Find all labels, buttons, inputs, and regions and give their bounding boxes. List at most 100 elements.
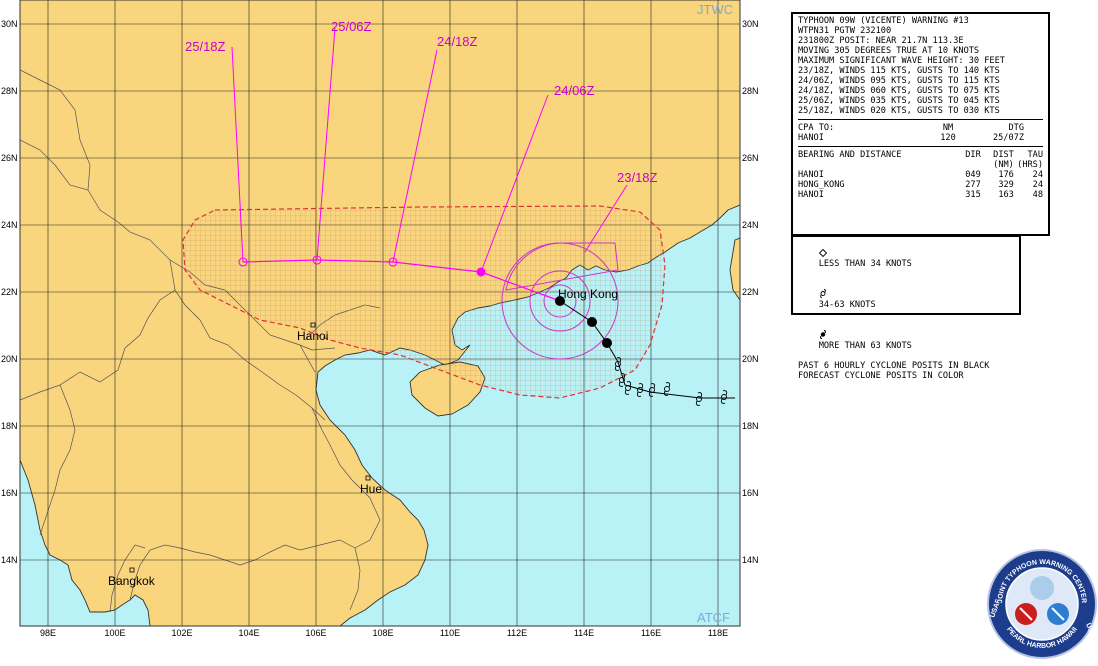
bearing-dist: 163 bbox=[998, 190, 1014, 200]
forecast-point-24-06z bbox=[476, 267, 486, 277]
lat-label: 26N bbox=[1, 153, 18, 163]
city-markers bbox=[129, 322, 371, 573]
bearing-row: HANOI 049 176 24 bbox=[798, 170, 1043, 180]
bearing-row: HONG_KONG 277 329 24 bbox=[798, 180, 1043, 190]
label-leader bbox=[480, 94, 549, 273]
lat-label: 24N bbox=[1, 220, 18, 230]
lat-label: 18N bbox=[742, 421, 759, 431]
legend-panel: LESS THAN 34 KNOTS 34-63 KNOTS MORE THAN… bbox=[791, 235, 1021, 381]
forecast-time-25-18z: 25/18Z bbox=[185, 39, 226, 54]
bearing-dist: 329 bbox=[998, 180, 1014, 190]
past-point bbox=[649, 387, 655, 393]
bearing-dir: 049 bbox=[965, 170, 981, 180]
forecast-time-23-18z: 23/18Z bbox=[617, 170, 658, 185]
forecast-time-25-06z: 25/06Z bbox=[331, 19, 372, 34]
taiwan-coast bbox=[729, 237, 740, 301]
lat-label: 14N bbox=[742, 555, 759, 565]
map-frame bbox=[19, 0, 741, 627]
cyclone-symbol bbox=[720, 390, 728, 404]
forecast-track bbox=[231, 27, 628, 302]
legend-text: 34-63 KNOTS bbox=[818, 300, 876, 310]
latitude-labels-left: 30N 28N 26N 24N 22N 20N 18N 16N 14N bbox=[1, 19, 18, 565]
legend-text: LESS THAN 34 KNOTS bbox=[818, 259, 912, 269]
legend-text: MORE THAN 63 KNOTS bbox=[818, 341, 912, 351]
bearing-col-dir: DIR bbox=[965, 150, 981, 160]
cpa-dtg: 25/07Z bbox=[992, 133, 1024, 143]
bearing-tau: 24 bbox=[1032, 170, 1044, 180]
label-leader bbox=[392, 49, 438, 263]
legend-item: 34-63 KNOTS bbox=[798, 279, 1014, 320]
forecast-time-24-18z: 24/18Z bbox=[437, 34, 478, 49]
legend-note: FORECAST CYCLONE POSITS IN COLOR bbox=[798, 371, 964, 381]
diamond-icon bbox=[818, 248, 827, 258]
lon-label: 100E bbox=[104, 628, 125, 638]
bearing-dist: 176 bbox=[998, 170, 1014, 180]
warning-line: MAXIMUM SIGNIFICANT WAVE HEIGHT: 30 FEET bbox=[798, 56, 1005, 66]
cyclone-symbol bbox=[618, 373, 626, 387]
cyclone-symbol bbox=[614, 357, 622, 371]
warning-info-panel: TYPHOON 09W (VICENTE) WARNING #13 WTPN31… bbox=[791, 12, 1050, 236]
forecast-point bbox=[238, 257, 248, 267]
lon-label: 98E bbox=[40, 628, 56, 638]
cpa-col-dtg: DTG bbox=[1008, 123, 1024, 133]
legend-item: MORE THAN 63 KNOTS bbox=[798, 320, 1014, 361]
bearing-dir: 277 bbox=[965, 180, 981, 190]
lat-label: 20N bbox=[1, 354, 18, 364]
track-map: Hanoi Hong Kong Hue Bangkok 25/18Z 25/06… bbox=[1, 0, 759, 638]
bearing-dir: 315 bbox=[965, 190, 981, 200]
longitude-labels: 98E 100E 102E 104E 106E 108E 110E 112E 114E 116E 1… bbox=[40, 628, 728, 638]
legend-note: PAST 6 HOURLY CYCLONE POSITS IN BLACK bbox=[798, 361, 990, 371]
forecast-line: 25/18Z, WINDS 020 KTS, GUSTS TO 030 KTS bbox=[798, 106, 1000, 116]
bearing-place: HANOI bbox=[798, 190, 824, 200]
forecast-point bbox=[388, 257, 398, 267]
cpa-col-nm: NM bbox=[942, 123, 954, 133]
bearing-sub-tau: (HRS) bbox=[1017, 160, 1044, 170]
lat-label: 16N bbox=[742, 488, 759, 498]
bearing-row: HANOI 315 163 48 bbox=[798, 190, 1043, 200]
cpa-row: HANOI 120 25/07Z bbox=[798, 133, 1043, 143]
bearing-tau: 24 bbox=[1032, 180, 1044, 190]
warning-title: TYPHOON 09W (VICENTE) WARNING #13 bbox=[798, 16, 969, 26]
lat-label: 14N bbox=[1, 555, 18, 565]
lon-label: 118E bbox=[708, 628, 728, 638]
past-point bbox=[696, 396, 702, 402]
lat-label: 30N bbox=[742, 19, 759, 29]
forecast-line: 23/18Z, WINDS 115 KTS, GUSTS TO 140 KTS bbox=[798, 66, 1000, 76]
bearing-place: HONG_KONG bbox=[798, 180, 845, 190]
forecast-line: 24/06Z, WINDS 095 KTS, GUSTS TO 115 KTS bbox=[798, 76, 1000, 86]
past-point bbox=[664, 386, 670, 392]
lon-label: 104E bbox=[238, 628, 259, 638]
label-leader bbox=[584, 184, 628, 253]
past-point-strong bbox=[587, 317, 597, 327]
lon-label: 112E bbox=[507, 628, 527, 638]
city-hanoi: Hanoi bbox=[297, 329, 328, 343]
bearing-header: BEARING AND DISTANCE DIR DIST TAU bbox=[798, 150, 1043, 160]
forecast-point bbox=[312, 255, 322, 265]
cyclone-symbol bbox=[624, 381, 632, 395]
lon-label: 116E bbox=[641, 628, 661, 638]
lat-label: 22N bbox=[1, 287, 18, 297]
cpa-header: CPA TO: NM DTG bbox=[798, 123, 1043, 133]
divider bbox=[798, 146, 1043, 147]
atcf-label: ATCF bbox=[697, 610, 730, 625]
jtwc-seal-logo: JOINT TYPHOON WARNING CENTER PEARL HARBO… bbox=[987, 549, 1097, 659]
forecast-line: 25/06Z, WINDS 035 KTS, GUSTS TO 045 KTS bbox=[798, 96, 1000, 106]
lon-label: 114E bbox=[574, 628, 594, 638]
lat-label: 24N bbox=[742, 220, 759, 230]
lat-label: 26N bbox=[742, 153, 759, 163]
lon-label: 102E bbox=[171, 628, 192, 638]
divider bbox=[798, 119, 1043, 120]
lon-label: 108E bbox=[372, 628, 393, 638]
bearing-place: HANOI bbox=[798, 170, 824, 180]
city-bangkok: Bangkok bbox=[108, 574, 156, 588]
bearing-col-dist: DIST bbox=[993, 150, 1014, 160]
cpa-nm: 120 bbox=[940, 133, 956, 143]
past-point-strong bbox=[555, 296, 565, 306]
past-point-strong bbox=[602, 338, 612, 348]
cpa-label: CPA TO: bbox=[798, 123, 835, 133]
cyclone-symbol bbox=[636, 383, 644, 397]
city-hong-kong: Hong Kong bbox=[558, 287, 618, 301]
cyclone-symbol bbox=[695, 392, 703, 406]
jtwc-label: JTWC bbox=[697, 2, 733, 17]
label-leader bbox=[316, 27, 336, 261]
